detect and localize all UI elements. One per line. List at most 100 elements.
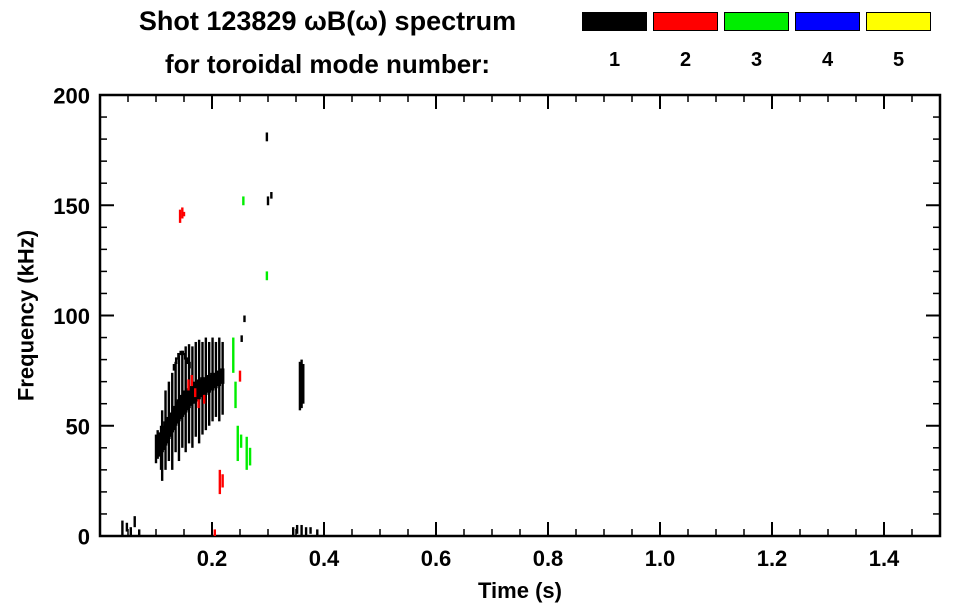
legend-entry-4: 4 xyxy=(795,12,860,72)
data-segment xyxy=(213,529,216,536)
data-segment xyxy=(236,425,239,462)
legend-swatch-3 xyxy=(724,12,789,31)
x-tick-label: 1.2 xyxy=(757,546,788,571)
data-segment xyxy=(208,341,211,426)
data-segment xyxy=(174,361,177,453)
legend-label-4: 4 xyxy=(821,49,834,71)
data-segment xyxy=(309,527,312,534)
data-segment xyxy=(133,516,136,528)
data-segment xyxy=(164,390,167,470)
data-segment xyxy=(154,434,158,464)
data-segment xyxy=(167,381,171,462)
legend-swatch-1 xyxy=(582,12,647,31)
data-segment xyxy=(181,207,184,219)
y-tick-label: 200 xyxy=(53,84,90,109)
data-segment xyxy=(304,527,308,536)
chart-title-line2: for toroidal mode number: xyxy=(165,49,490,79)
data-segment xyxy=(211,337,214,422)
x-tick-label: 1.0 xyxy=(645,546,676,571)
legend-label-5: 5 xyxy=(892,49,905,71)
data-segment xyxy=(221,474,224,488)
data-segment xyxy=(221,341,224,415)
data-segment xyxy=(182,211,186,217)
data-segment xyxy=(194,388,197,398)
data-segment xyxy=(232,337,235,373)
data-segment xyxy=(239,434,243,448)
data-segment xyxy=(190,375,194,387)
data-segment xyxy=(242,196,245,206)
data-segment xyxy=(295,524,299,534)
data-segment xyxy=(201,341,204,435)
x-tick-label: 0.8 xyxy=(533,546,564,571)
data-segment xyxy=(177,355,181,462)
y-tick-label: 150 xyxy=(53,194,90,219)
data-segment xyxy=(197,339,201,444)
legend-label-3: 3 xyxy=(750,49,763,71)
y-axis-label: Frequency (kHz) xyxy=(14,230,39,401)
data-segment xyxy=(298,361,302,411)
data-segment xyxy=(302,364,305,404)
data-segment xyxy=(270,192,273,199)
data-segment xyxy=(214,341,218,417)
data-segment xyxy=(138,529,141,536)
data-segment xyxy=(174,357,178,365)
x-tick-label: 0.4 xyxy=(309,546,340,571)
data-segment xyxy=(160,410,164,481)
legend-swatch-5 xyxy=(866,12,931,31)
data-segment xyxy=(187,344,191,444)
x-tick-label: 1.4 xyxy=(869,546,900,571)
data-segment xyxy=(158,432,161,457)
chart-title-line1: Shot 123829 ωB(ω) spectrum xyxy=(138,6,517,36)
data-segment xyxy=(202,394,206,404)
data-segment xyxy=(129,527,132,536)
data-segment xyxy=(218,469,222,495)
data-segment xyxy=(181,350,184,448)
data-segment xyxy=(121,520,124,536)
data-segment xyxy=(265,271,269,281)
legend-entry-3: 3 xyxy=(724,12,789,72)
y-tick-label: 50 xyxy=(66,414,90,439)
data-segment xyxy=(245,436,248,470)
legend-label-1: 1 xyxy=(608,49,621,71)
legend-entry-1: 1 xyxy=(582,12,647,72)
data-segment xyxy=(172,364,176,371)
data-segment xyxy=(292,527,295,536)
data-segment xyxy=(316,529,319,536)
data-segment xyxy=(171,372,174,470)
data-segment xyxy=(248,447,252,466)
data-segment xyxy=(125,522,129,532)
data-segment xyxy=(188,361,191,369)
data-segment xyxy=(266,196,270,206)
y-tick-label: 0 xyxy=(78,525,90,550)
data-segment xyxy=(179,350,182,356)
data-segment xyxy=(191,346,194,448)
legend-entry-5: 5 xyxy=(866,12,931,72)
legend-swatch-2 xyxy=(653,12,718,31)
plot-frame xyxy=(98,93,942,538)
data-segment xyxy=(234,381,237,409)
data-segment xyxy=(300,359,303,409)
chart-titles: Shot 123829 ωB(ω) spectrum for toroidal … xyxy=(60,0,595,80)
data-segment xyxy=(265,132,269,142)
legend: 1 2 3 4 5 xyxy=(582,12,931,72)
data-segment xyxy=(183,352,187,360)
data-segment xyxy=(187,379,190,391)
data-segment xyxy=(184,346,187,453)
data-segment xyxy=(177,352,180,360)
data-segment xyxy=(218,337,221,422)
data-segment xyxy=(238,370,242,382)
legend-entry-2: 2 xyxy=(653,12,718,72)
data-segment xyxy=(197,399,200,409)
data-segment xyxy=(204,337,208,431)
legend-label-2: 2 xyxy=(679,49,692,71)
data-segment xyxy=(186,357,189,365)
data-segment xyxy=(300,524,303,536)
y-tick-label: 100 xyxy=(53,304,90,329)
x-axis-label: Time (s) xyxy=(478,578,562,603)
data-segment xyxy=(243,315,246,323)
data-segment xyxy=(240,335,243,342)
x-tick-label: 0.6 xyxy=(421,546,452,571)
data-segment xyxy=(156,430,159,459)
